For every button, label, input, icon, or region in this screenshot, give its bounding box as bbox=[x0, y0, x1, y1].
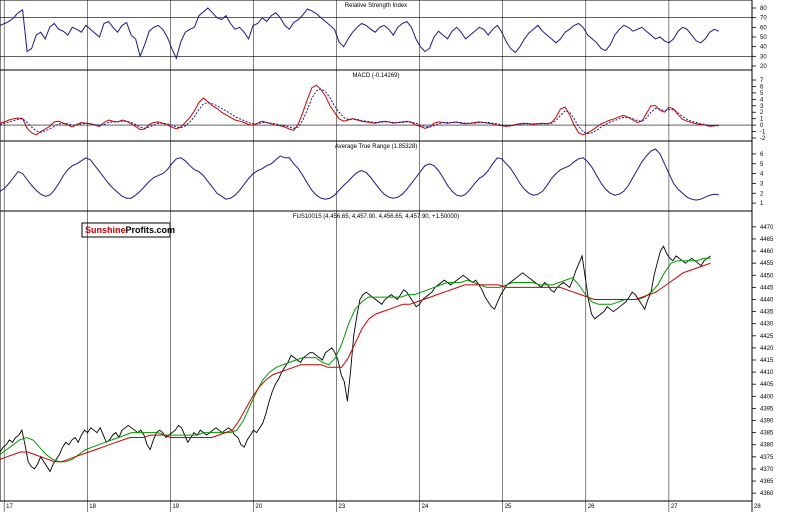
y-tick-label: 30 bbox=[760, 54, 767, 60]
series-line-3-2 bbox=[0, 262, 711, 463]
y-tick-label: 4425 bbox=[760, 334, 774, 340]
y-tick-label: 4405 bbox=[760, 382, 774, 388]
y-tick-label: 3 bbox=[760, 104, 764, 110]
x-tick-label: 28 bbox=[754, 504, 761, 510]
y-tick-label: 70 bbox=[760, 16, 767, 22]
rsi-title: Relative Strength Index bbox=[345, 3, 407, 9]
y-tick-label: 1 bbox=[760, 117, 764, 123]
y-tick-label: -2 bbox=[760, 136, 766, 142]
y-axis-tick-labels: 8070605040302076543210-1-265432144704465… bbox=[752, 6, 774, 497]
price-panel-frame bbox=[0, 210, 753, 502]
rsi-panel-frame bbox=[0, 0, 753, 71]
sunshine-profits-logo: SunshineProfits.com bbox=[81, 222, 175, 238]
y-tick-label: 0 bbox=[760, 123, 764, 129]
y-tick-label: 4465 bbox=[760, 237, 774, 243]
y-tick-label: 4460 bbox=[760, 249, 774, 255]
y-tick-label: 2 bbox=[760, 110, 764, 116]
y-tick-label: 2 bbox=[760, 191, 764, 197]
y-tick-label: 4450 bbox=[760, 273, 774, 279]
x-tick-label: 26 bbox=[588, 504, 595, 510]
y-tick-label: 4440 bbox=[760, 297, 774, 303]
logo-part1: Sunshine bbox=[85, 225, 126, 235]
y-tick-label: 40 bbox=[760, 45, 767, 51]
y-tick-label: 4430 bbox=[760, 322, 774, 328]
y-tick-label: 5 bbox=[760, 162, 764, 168]
x-tick-label: 23 bbox=[339, 504, 346, 510]
y-tick-label: 60 bbox=[760, 25, 767, 31]
day-separator-lines bbox=[3, 0, 753, 512]
series-line-3-1 bbox=[0, 257, 711, 463]
y-tick-label: 1 bbox=[760, 201, 764, 207]
y-tick-label: 7 bbox=[760, 78, 764, 84]
x-tick-label: 20 bbox=[255, 504, 262, 510]
series-line-0-0 bbox=[0, 7, 719, 60]
macd-panel-frame bbox=[0, 69, 753, 142]
x-tick-label: 18 bbox=[89, 504, 96, 510]
series-lines bbox=[0, 7, 719, 473]
price-title: FUS10015 (4,456.65, 4,457.90, 4,456.65, … bbox=[293, 214, 459, 220]
macd-title: MACD (-0.14269) bbox=[352, 73, 399, 79]
y-tick-label: 4375 bbox=[760, 455, 774, 461]
y-tick-label: 20 bbox=[760, 64, 767, 70]
y-tick-label: 4 bbox=[760, 97, 764, 103]
reference-lines bbox=[0, 17, 752, 126]
series-line-2-0 bbox=[0, 148, 719, 201]
y-tick-label: 4380 bbox=[760, 443, 774, 449]
logo-box bbox=[81, 222, 171, 238]
y-tick-label: 4435 bbox=[760, 310, 774, 316]
y-tick-label: 6 bbox=[760, 84, 764, 90]
series-line-3-0 bbox=[0, 245, 711, 473]
x-tick-label: 25 bbox=[505, 504, 512, 510]
y-tick-label: 4420 bbox=[760, 346, 774, 352]
y-tick-label: 4 bbox=[760, 172, 764, 178]
y-tick-label: 4410 bbox=[760, 370, 774, 376]
y-tick-label: 5 bbox=[760, 91, 764, 97]
y-tick-label: 4360 bbox=[760, 491, 774, 497]
x-axis-tick-labels: 17 18 19 20 23 24 25 26 27 28 bbox=[6, 504, 761, 510]
y-tick-label: 80 bbox=[760, 6, 767, 12]
y-tick-label: -1 bbox=[760, 130, 766, 136]
y-tick-label: 3 bbox=[760, 181, 764, 187]
x-tick-label: 24 bbox=[422, 504, 429, 510]
logo-part2: Profits.com bbox=[126, 225, 176, 235]
x-tick-label: 27 bbox=[671, 504, 678, 510]
x-tick-label: 19 bbox=[172, 504, 179, 510]
y-tick-label: 4455 bbox=[760, 261, 774, 267]
logo-text: SunshineProfits.com bbox=[85, 225, 175, 235]
y-tick-label: 4390 bbox=[760, 419, 774, 425]
y-tick-label: 4395 bbox=[760, 406, 774, 412]
y-tick-label: 4445 bbox=[760, 285, 774, 291]
y-tick-label: 6 bbox=[760, 152, 764, 158]
x-tick-label: 17 bbox=[6, 504, 13, 510]
y-tick-label: 50 bbox=[760, 35, 767, 41]
y-tick-label: 4370 bbox=[760, 467, 774, 473]
y-tick-label: 4470 bbox=[760, 225, 774, 231]
atr-title: Average True Range (1.85328) bbox=[335, 144, 418, 150]
y-tick-label: 4400 bbox=[760, 394, 774, 400]
y-tick-label: 4385 bbox=[760, 431, 774, 437]
y-tick-label: 4365 bbox=[760, 479, 774, 485]
atr-panel-frame bbox=[0, 140, 753, 212]
y-tick-label: 4415 bbox=[760, 358, 774, 364]
series-line-1-0 bbox=[0, 84, 719, 136]
